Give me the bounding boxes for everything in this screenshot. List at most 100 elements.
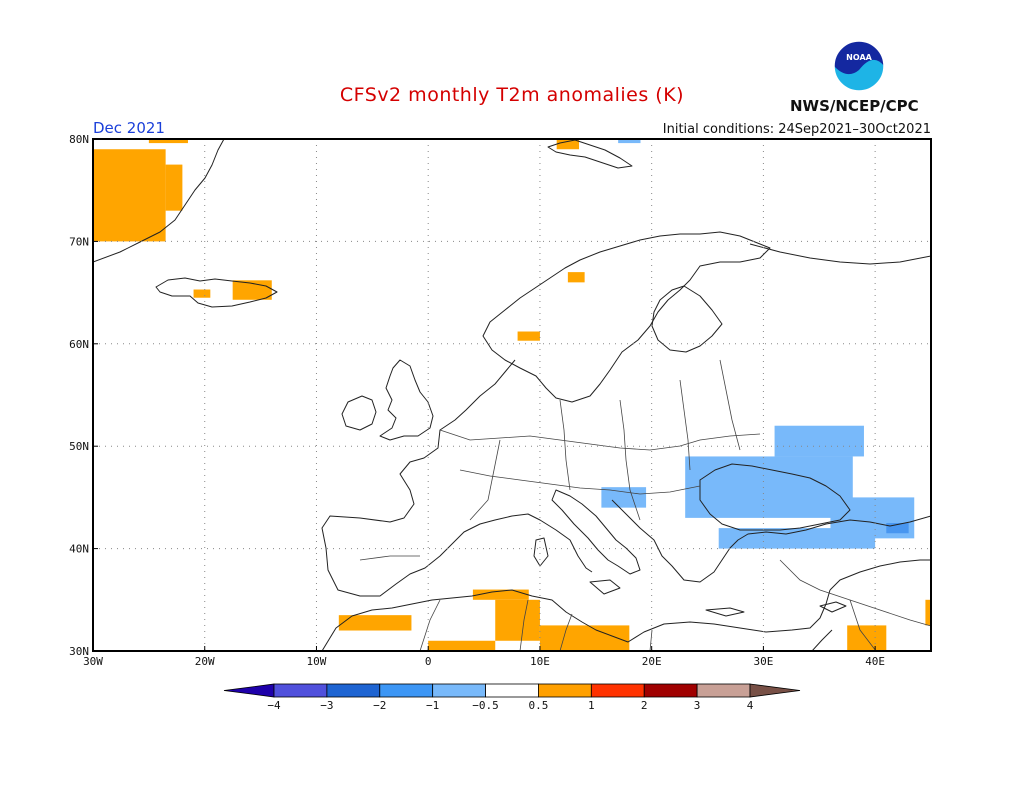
great-britain-coast xyxy=(379,359,434,441)
colorbar-label: 2 xyxy=(641,699,648,712)
greenland-coast-warm-patch xyxy=(165,164,183,211)
lon-tick-label: 40E xyxy=(865,655,885,668)
noaa-logo-graphic: NOAA xyxy=(833,40,885,92)
border-line xyxy=(619,399,641,521)
morocco-warm-patch xyxy=(338,615,412,631)
colorbar-label: 1 xyxy=(588,699,595,712)
colorbar-label: −2 xyxy=(373,699,386,712)
algeria-warm-2-patch xyxy=(495,599,540,641)
border-line xyxy=(419,599,441,651)
lon-tick-label: 20W xyxy=(195,655,215,668)
colorbar-swatch xyxy=(538,683,592,698)
italy-coast xyxy=(551,489,641,575)
border-line xyxy=(649,629,653,651)
colorbar-label: −0.5 xyxy=(472,699,499,712)
border-line xyxy=(559,399,571,491)
east-edge-warm-patch xyxy=(925,599,931,626)
initial-conditions: Initial conditions: 24Sep2021–30Oct2021 xyxy=(662,122,931,137)
border-line xyxy=(469,439,501,521)
cyprus-coast xyxy=(819,601,847,613)
anomaly-patches xyxy=(93,139,931,651)
colorbar-label: 0.5 xyxy=(529,699,549,712)
map-frame xyxy=(92,138,932,652)
forecast-month: Dec 2021 xyxy=(93,119,165,137)
svalbard-warm-patch xyxy=(556,139,580,150)
greenland-warm-patch xyxy=(93,149,166,242)
tunisia-libya-warm-patch xyxy=(539,625,630,651)
lat-tick-label: 80N xyxy=(69,133,89,146)
logo-text: NOAA xyxy=(846,53,872,62)
lon-tick-label: 0 xyxy=(425,655,432,668)
border-line xyxy=(719,359,741,451)
balkans-coast xyxy=(611,499,931,583)
finland-coast xyxy=(651,285,723,353)
russia-cold-patch xyxy=(774,425,864,457)
colorbar-label: 4 xyxy=(747,699,754,712)
agency-label: NWS/NCEP/CPC xyxy=(790,97,919,115)
colorbar-swatch xyxy=(326,683,381,698)
algeria-warm-1-patch xyxy=(472,589,529,600)
lat-tick-label: 40N xyxy=(69,543,89,556)
balkans-cold-patch xyxy=(601,487,647,508)
norway-warm-north-patch xyxy=(567,272,585,283)
iceland-coast xyxy=(155,277,278,308)
europe-west-coast xyxy=(321,359,593,597)
sahara-warm-patch xyxy=(428,640,496,651)
colorbar-swatch xyxy=(485,683,539,698)
iraq-warm-patch xyxy=(847,625,887,651)
lon-tick-label: 30E xyxy=(753,655,773,668)
colorbar-swatch xyxy=(590,683,645,698)
country-borders xyxy=(359,359,931,651)
colorbar-swatch xyxy=(696,683,751,698)
coastlines xyxy=(93,139,931,651)
lon-tick-label: 20E xyxy=(642,655,662,668)
ukraine-cold-patch xyxy=(685,456,853,518)
colorbar-label: −4 xyxy=(267,699,281,712)
colorbar: −4 −3 −2 −1 −0.5 0.5 1 2 3 4 xyxy=(223,683,801,712)
norway-warm-south-patch xyxy=(517,331,540,341)
colorbar-swatch xyxy=(432,683,486,698)
colorbar-swatch xyxy=(643,683,698,698)
border-line xyxy=(559,613,573,651)
lon-tick-label: 10W xyxy=(307,655,327,668)
greenland-coast xyxy=(93,139,225,263)
russia-north-coast xyxy=(749,243,931,265)
border-line xyxy=(459,469,701,495)
crete-coast xyxy=(705,607,745,617)
lon-tick-label: 10E xyxy=(530,655,550,668)
ireland-coast xyxy=(341,395,377,431)
lat-tick-label: 50N xyxy=(69,440,89,453)
colorbar-swatch xyxy=(749,683,801,698)
border-line xyxy=(359,555,420,561)
colorbar-swatch xyxy=(223,683,275,698)
colorbar-label: 3 xyxy=(694,699,701,712)
map-title: CFSv2 monthly T2m anomalies (K) xyxy=(339,84,685,106)
noaa-logo: NOAA xyxy=(833,40,885,92)
lat-tick-label: 60N xyxy=(69,338,89,351)
lon-tick-label: 30W xyxy=(83,655,103,668)
colorbar-swatch xyxy=(273,683,328,698)
arctic-cold-patch xyxy=(618,139,641,144)
north-africa-coast xyxy=(321,589,831,651)
lat-tick-label: 30N xyxy=(69,645,89,658)
greenland-top-warm-patch xyxy=(148,139,188,144)
border-line xyxy=(679,379,691,471)
turkey-cold-patch xyxy=(718,528,876,549)
iceland-warm-west-patch xyxy=(193,289,211,298)
lat-tick-label: 70N xyxy=(69,235,89,248)
graticule xyxy=(93,139,931,651)
sicily-coast xyxy=(589,579,621,595)
black-sea-coast xyxy=(699,463,851,531)
border-line xyxy=(519,599,529,651)
red-sea-coast xyxy=(811,629,833,651)
colorbar-label: −3 xyxy=(320,699,333,712)
colorbar-swatch xyxy=(379,683,434,698)
colorbar-label: −1 xyxy=(426,699,439,712)
border-line xyxy=(439,429,761,451)
border-line xyxy=(849,599,877,651)
levant-coast xyxy=(829,559,931,591)
map-axes: 30W 20W 10W 0 10E 20E 30E 40E 30N 40N 50N 60N 70N 80N xyxy=(69,133,885,668)
sardinia-coast xyxy=(533,537,549,567)
norway-sweden-coast xyxy=(482,231,771,403)
